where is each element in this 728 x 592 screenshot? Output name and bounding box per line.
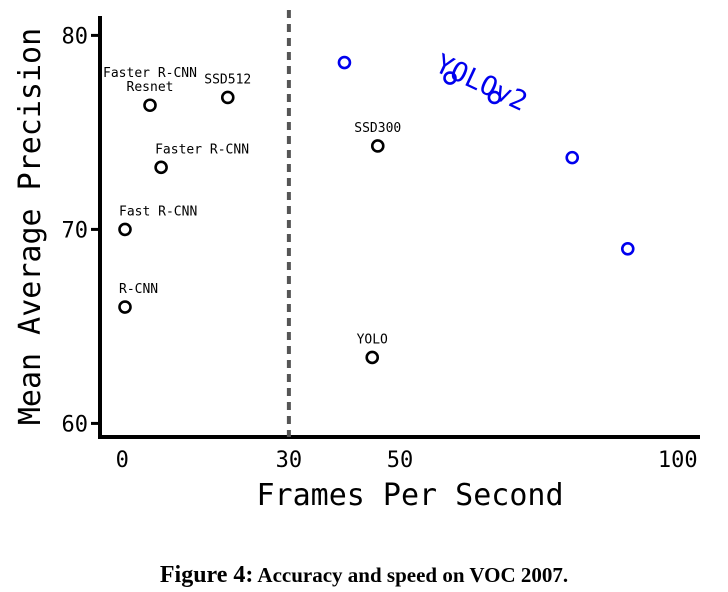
data-point [370, 139, 385, 153]
point-label: Faster R-CNN [155, 142, 249, 157]
x-tick-label: 100 [658, 448, 698, 473]
point-label: Faster R-CNN [103, 66, 197, 81]
data-point [154, 160, 168, 175]
scatter-chart: 60 70 80 0 30 50 100 YOLOv2 R-CNN Fast R-CNN Fast… [13, 10, 700, 513]
data-point [118, 300, 132, 314]
point-label: Resnet [127, 80, 174, 95]
data-point [337, 55, 352, 70]
data-point [220, 90, 235, 105]
x-axis-title: Frames Per Second [256, 478, 563, 513]
point-label: SSD512 [204, 72, 251, 87]
x-tick-label: 50 [387, 448, 414, 473]
y-tick-label: 80 [62, 24, 89, 49]
axes: 60 70 80 0 30 50 100 [62, 16, 700, 473]
point-label: YOLO [357, 332, 388, 347]
data-points [118, 55, 635, 365]
x-tick-label: 0 [116, 448, 129, 473]
figure-caption: Figure 4: Accuracy and speed on VOC 2007… [0, 562, 728, 589]
data-point [565, 150, 580, 165]
caption-text: Accuracy and speed on VOC 2007. [257, 563, 569, 587]
series-label-yolov2: YOLOv2 [430, 49, 532, 118]
y-tick-label: 70 [62, 218, 89, 243]
point-labels: YOLOv2 R-CNN Fast R-CNN Faster R-CNN Faster … [103, 49, 532, 348]
y-axis-title: Mean Average Precision [13, 28, 48, 425]
point-label: R-CNN [119, 282, 158, 297]
data-point [487, 90, 502, 105]
data-point [118, 222, 132, 237]
data-point [365, 350, 380, 365]
data-point [620, 242, 635, 256]
x-tick-label: 30 [276, 448, 303, 473]
point-label: Fast R-CNN [119, 204, 197, 219]
data-point [143, 98, 157, 113]
point-label: SSD300 [354, 121, 401, 136]
data-point [443, 71, 457, 85]
caption-label: Figure 4: [159, 562, 254, 588]
y-tick-label: 60 [62, 412, 89, 437]
